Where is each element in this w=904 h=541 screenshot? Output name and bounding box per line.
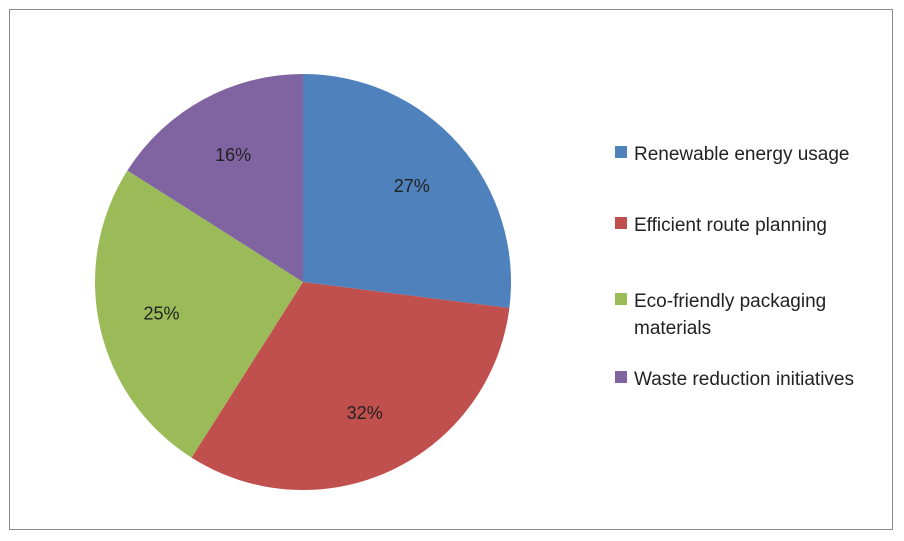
pie-slice-efficient-route [191,282,510,490]
legend-item-eco-packaging: Eco-friendly packaging materials [615,288,894,342]
legend-item-efficient-route: Efficient route planning [615,212,894,239]
data-label-renewable-energy: 27% [394,176,430,196]
legend-swatch-eco-packaging [615,293,627,305]
pie-slice-renewable-energy [303,74,512,309]
pie-slice-eco-packaging [95,170,303,458]
data-label-waste-reduction: 16% [215,145,251,165]
legend-swatch-waste-reduction [615,371,627,383]
legend-swatch-renewable-energy [615,146,627,158]
pie-chart: 27% 32% 25% 16% [95,74,512,490]
legend-item-renewable-energy: Renewable energy usage [615,141,894,168]
legend-label-renewable-energy: Renewable energy usage [634,144,850,165]
legend-label-waste-reduction: Waste reduction initiatives [634,369,855,390]
legend-label-efficient-route: Efficient route planning [634,215,827,236]
legend-item-waste-reduction: Waste reduction initiatives [615,366,894,393]
legend-label-eco-packaging: Eco-friendly packaging materials [634,291,827,339]
pie-slice-waste-reduction [127,74,303,282]
chart-area: 27% 32% 25% 16% Renewable energy usage Effi… [9,9,893,530]
data-label-eco-packaging: 25% [143,304,179,324]
legend-swatch-efficient-route [615,217,627,229]
data-label-efficient-route: 32% [347,403,383,423]
